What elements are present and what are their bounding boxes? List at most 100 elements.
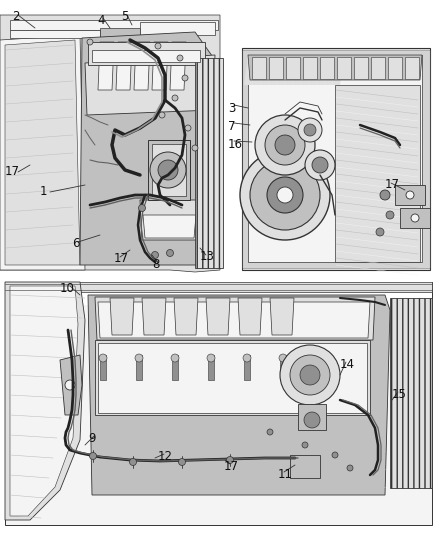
Polygon shape [142, 298, 166, 335]
Polygon shape [95, 340, 370, 415]
Circle shape [138, 205, 145, 212]
Circle shape [150, 152, 186, 188]
Polygon shape [206, 298, 230, 335]
Circle shape [277, 187, 293, 203]
Polygon shape [148, 140, 190, 200]
Bar [316, 355, 322, 380]
Polygon shape [248, 55, 422, 262]
Bar [100, 355, 106, 380]
Polygon shape [400, 208, 430, 228]
Polygon shape [98, 42, 114, 90]
Text: 17: 17 [385, 178, 400, 191]
Polygon shape [60, 355, 82, 415]
Circle shape [411, 214, 419, 222]
Bar [303, 57, 317, 79]
Circle shape [240, 150, 330, 240]
Text: 17: 17 [5, 165, 20, 178]
Polygon shape [276, 55, 288, 85]
Circle shape [380, 190, 390, 200]
Bar [195, 58, 223, 268]
Polygon shape [140, 200, 200, 240]
Circle shape [179, 458, 186, 465]
Polygon shape [316, 55, 328, 85]
Circle shape [298, 118, 322, 142]
Polygon shape [10, 20, 218, 30]
Bar [320, 57, 334, 79]
Circle shape [279, 354, 287, 362]
Polygon shape [174, 298, 198, 335]
Polygon shape [324, 55, 336, 85]
Circle shape [386, 211, 394, 219]
Polygon shape [152, 42, 168, 90]
Circle shape [159, 112, 165, 118]
Bar [172, 355, 178, 380]
Circle shape [177, 55, 183, 61]
Polygon shape [88, 295, 390, 495]
Polygon shape [10, 286, 78, 516]
Text: 10: 10 [60, 282, 75, 295]
Text: 13: 13 [200, 250, 215, 263]
Polygon shape [300, 55, 312, 85]
Circle shape [267, 177, 303, 213]
Circle shape [89, 453, 96, 459]
Circle shape [172, 95, 178, 101]
Polygon shape [5, 40, 80, 265]
Text: 17: 17 [224, 460, 239, 473]
Circle shape [406, 191, 414, 199]
Circle shape [130, 458, 137, 465]
Bar [390, 298, 432, 488]
Circle shape [332, 452, 338, 458]
Bar [242, 48, 430, 270]
Polygon shape [110, 298, 134, 335]
Polygon shape [252, 55, 264, 85]
Polygon shape [242, 50, 430, 268]
Polygon shape [332, 55, 344, 85]
Polygon shape [292, 55, 304, 85]
Bar [269, 57, 283, 79]
Polygon shape [80, 32, 215, 265]
Text: 15: 15 [392, 388, 407, 401]
Circle shape [265, 125, 305, 165]
Bar [136, 355, 142, 380]
Polygon shape [98, 343, 367, 413]
Polygon shape [92, 50, 200, 62]
Circle shape [347, 465, 353, 471]
Polygon shape [0, 35, 85, 270]
Circle shape [290, 355, 330, 395]
Polygon shape [10, 30, 100, 38]
Text: 11: 11 [278, 468, 293, 481]
Polygon shape [248, 55, 422, 80]
Polygon shape [140, 22, 215, 35]
Bar [280, 355, 286, 380]
Bar [286, 57, 300, 79]
Bar [354, 57, 368, 79]
Circle shape [99, 354, 107, 362]
Polygon shape [134, 42, 150, 90]
Polygon shape [5, 282, 85, 520]
Polygon shape [152, 144, 186, 196]
Text: 16: 16 [228, 138, 243, 151]
Polygon shape [5, 282, 432, 305]
Bar [208, 355, 214, 380]
Bar [252, 57, 266, 79]
Text: 8: 8 [152, 258, 159, 271]
Circle shape [166, 249, 173, 256]
Circle shape [192, 145, 198, 151]
Polygon shape [260, 55, 272, 85]
Circle shape [152, 252, 159, 259]
Circle shape [302, 442, 308, 448]
Circle shape [182, 75, 188, 81]
Polygon shape [298, 404, 326, 430]
Text: 2: 2 [12, 10, 20, 23]
Bar [244, 355, 250, 380]
Bar [5, 282, 432, 525]
Polygon shape [116, 42, 132, 90]
Circle shape [158, 160, 178, 180]
Polygon shape [270, 298, 294, 335]
Circle shape [315, 354, 323, 362]
Circle shape [135, 354, 143, 362]
Polygon shape [244, 55, 256, 85]
Circle shape [255, 115, 315, 175]
Circle shape [155, 43, 161, 49]
Polygon shape [100, 28, 140, 38]
